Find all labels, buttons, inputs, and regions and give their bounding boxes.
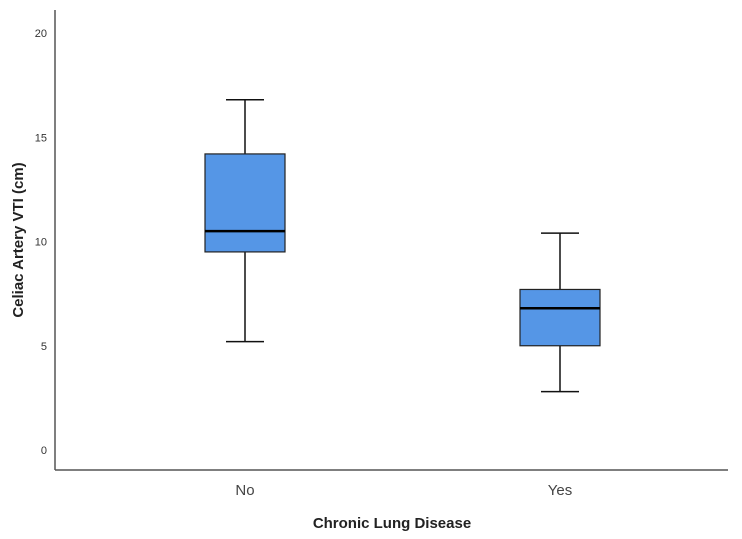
- box-no: [204, 98, 286, 343]
- y-tick-label: 20: [35, 28, 47, 40]
- iqr-box: [204, 153, 286, 253]
- y-axis-title: Celiac Artery VTI (cm): [10, 162, 27, 317]
- x-category-labels: No Yes: [235, 482, 572, 499]
- y-tick-label: 5: [41, 341, 47, 353]
- boxes: [204, 98, 601, 393]
- x-category-label: No: [235, 482, 254, 499]
- y-tick-labels: 0 5 10 15 20: [35, 28, 47, 457]
- y-tick-label: 15: [35, 132, 47, 144]
- iqr-box: [519, 288, 601, 347]
- x-axis-title: Chronic Lung Disease: [313, 515, 471, 532]
- box-yes: [519, 232, 601, 393]
- x-category-label: Yes: [548, 482, 572, 499]
- y-tick-label: 0: [41, 445, 47, 457]
- y-tick-label: 10: [35, 237, 47, 249]
- axes: [54, 10, 728, 471]
